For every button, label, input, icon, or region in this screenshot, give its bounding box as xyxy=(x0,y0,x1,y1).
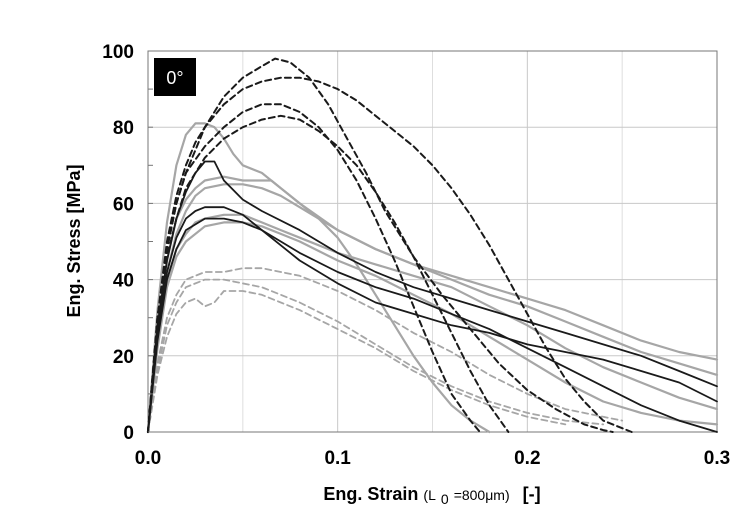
series-line-9 xyxy=(146,175,719,434)
series-line-6 xyxy=(147,206,718,433)
y-tick-label: 20 xyxy=(113,347,134,368)
series-line-14 xyxy=(147,278,605,433)
x-tick-label: 0.0 xyxy=(135,448,161,469)
series-line-2 xyxy=(147,76,633,433)
x-axis-label-paren: (L xyxy=(423,487,436,503)
x-axis-label-length: =800μm) xyxy=(454,487,510,503)
x-axis-label: Eng. Strain (L 0 =800μm) [-] xyxy=(323,484,540,508)
x-axis-label-subscript: 0 xyxy=(441,491,449,507)
series-line-10 xyxy=(146,183,719,434)
y-tick-label: 100 xyxy=(102,42,134,63)
x-tick-label: 0.2 xyxy=(514,448,540,469)
y-axis-label: Eng. Stress [MPa] xyxy=(64,164,84,317)
series-line-7 xyxy=(147,217,718,433)
orientation-badge-label: 0° xyxy=(166,68,183,88)
x-tick-label: 0.3 xyxy=(704,448,730,469)
series-line-13 xyxy=(147,267,624,433)
x-axis-label-unit: [-] xyxy=(523,484,541,504)
orientation-badge: 0° xyxy=(154,58,196,96)
series-line-3 xyxy=(147,103,481,433)
y-tick-label: 80 xyxy=(113,118,134,139)
series-lines xyxy=(146,57,719,434)
x-tick-label: 0.1 xyxy=(324,448,351,469)
x-axis-label-main: Eng. Strain xyxy=(323,484,418,504)
series-line-15 xyxy=(147,290,567,433)
axis-ticks: 0.0 0.1 0.2 0.3 0 20 40 60 80 100 xyxy=(102,42,730,469)
y-tick-label: 60 xyxy=(113,194,134,215)
grid-lines xyxy=(148,51,717,432)
series-line-1 xyxy=(147,57,614,433)
series-line-12 xyxy=(146,221,719,434)
y-tick-label: 0 xyxy=(123,423,134,444)
y-tick-label: 40 xyxy=(113,271,134,292)
series-line-4 xyxy=(147,114,510,433)
